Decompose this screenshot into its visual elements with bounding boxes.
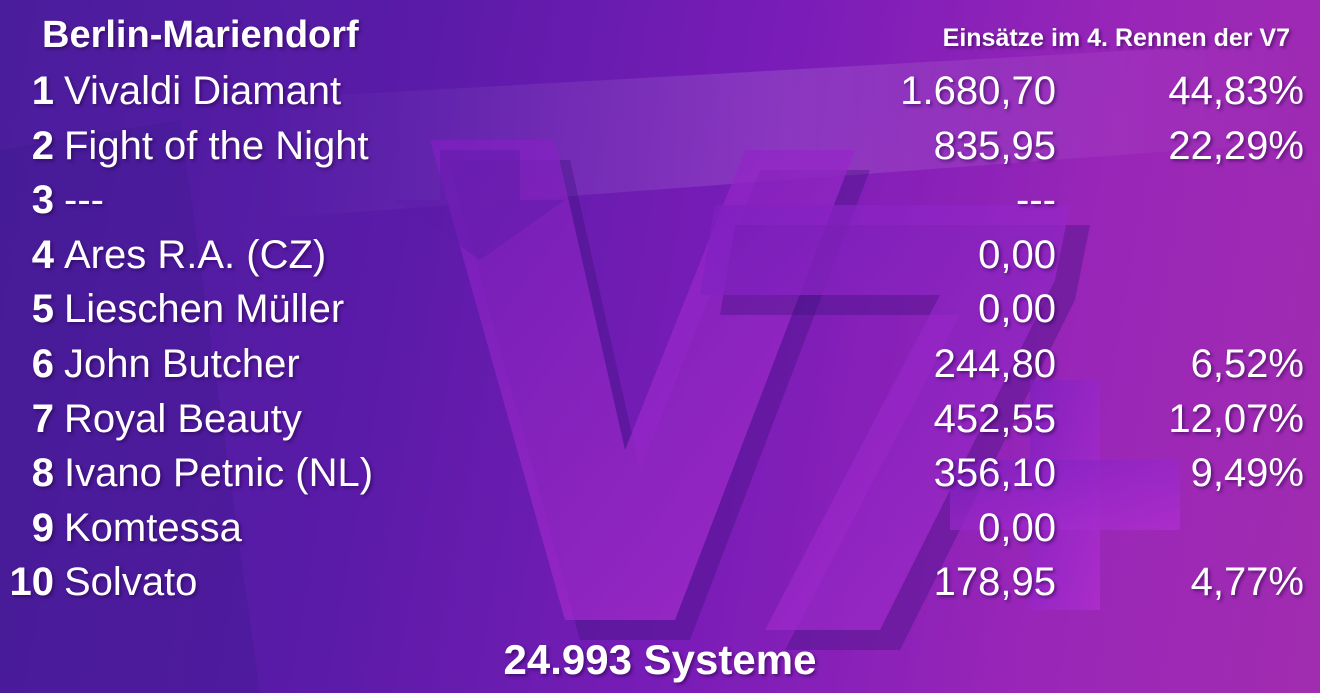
runner-name: Solvato: [64, 560, 198, 605]
race-subtitle: Einsätze im 4. Rennen der V7: [942, 24, 1290, 52]
stake-percent: 4,77%: [1190, 560, 1304, 605]
runner-name: Komtessa: [64, 505, 242, 550]
runner-name: Vivaldi Diamant: [64, 69, 342, 113]
runner-number: 6: [31, 341, 54, 386]
runner-row: 10 Solvato 178,95 4,77%: [0, 555, 1320, 610]
runner-number: 8: [31, 451, 54, 496]
runner-number: 4: [31, 232, 54, 277]
runner-row: 2 Fight of the Night 835,95 22,29%: [0, 119, 1320, 174]
stake-percent: 9,49%: [1190, 451, 1304, 496]
stake-amount: 0,00: [978, 287, 1056, 332]
runner-row: 3 --- ---: [0, 173, 1320, 228]
stake-amount: 0,00: [978, 232, 1056, 277]
runner-number: 3: [31, 178, 54, 223]
runner-list: 1 Vivaldi Diamant 1.680,70 44,83% 2 Figh…: [0, 64, 1320, 610]
stake-amount: 244,80: [933, 341, 1056, 386]
runner-row: 1 Vivaldi Diamant 1.680,70 44,83%: [0, 64, 1320, 119]
stake-percent: 12,07%: [1168, 396, 1304, 441]
runner-name: Ares R.A. (CZ): [64, 232, 327, 277]
runner-name: John Butcher: [64, 341, 300, 386]
runner-row: 7 Royal Beauty 452,55 12,07%: [0, 392, 1320, 447]
runner-name: Ivano Petnic (NL): [64, 451, 374, 496]
runner-number: 5: [31, 287, 54, 332]
venue-title: Berlin-Mariendorf: [42, 14, 359, 56]
stake-amount: 835,95: [933, 123, 1056, 168]
stake-amount: 0,00: [978, 505, 1056, 550]
runner-number: 1: [31, 69, 54, 113]
runner-row: 5 Lieschen Müller 0,00: [0, 282, 1320, 337]
runner-name: Fight of the Night: [64, 123, 369, 168]
runner-name: Royal Beauty: [64, 396, 302, 441]
stake-amount: 356,10: [933, 451, 1056, 496]
runner-name: Lieschen Müller: [64, 287, 345, 332]
runner-number: 10: [9, 560, 55, 605]
runner-number: 9: [31, 505, 54, 550]
systems-total: 24.993 Systeme: [503, 636, 817, 683]
runner-number: 2: [31, 123, 54, 168]
runner-row: 8 Ivano Petnic (NL) 356,10 9,49%: [0, 446, 1320, 501]
runner-name: ---: [64, 178, 104, 223]
stake-amount: 1.680,70: [900, 69, 1056, 113]
runner-number: 7: [31, 396, 54, 441]
stake-percent: 22,29%: [1168, 123, 1304, 168]
runner-row: 4 Ares R.A. (CZ) 0,00: [0, 228, 1320, 283]
runner-row: 6 John Butcher 244,80 6,52%: [0, 337, 1320, 392]
stake-amount: 452,55: [933, 396, 1056, 441]
stake-amount: 178,95: [933, 560, 1056, 605]
stake-percent: 6,52%: [1190, 341, 1304, 386]
runner-row: 9 Komtessa 0,00: [0, 501, 1320, 556]
stake-percent: 44,83%: [1168, 69, 1304, 113]
stake-amount: ---: [1016, 178, 1056, 223]
